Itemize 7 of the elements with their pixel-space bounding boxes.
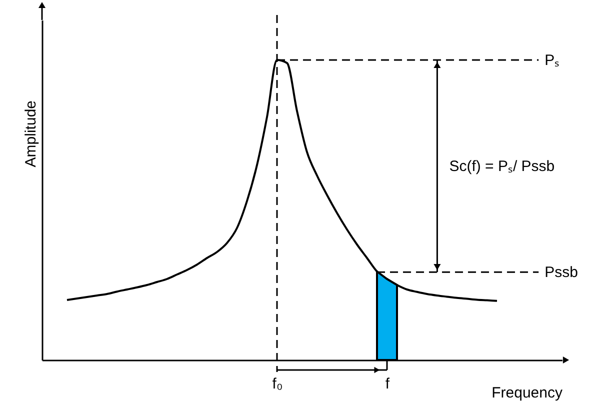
annotation: Sc(f) = Pₛ/ Pssb	[449, 158, 555, 176]
y-axis-title: Amplitude	[22, 100, 40, 168]
x-tick-label: f	[385, 376, 390, 392]
x-axis-title: Frequency	[492, 384, 563, 402]
x-tick-label: f₀	[272, 376, 283, 392]
ref-line-label: Pssb	[544, 264, 578, 282]
ref-line-label: Pₛ	[544, 52, 560, 69]
